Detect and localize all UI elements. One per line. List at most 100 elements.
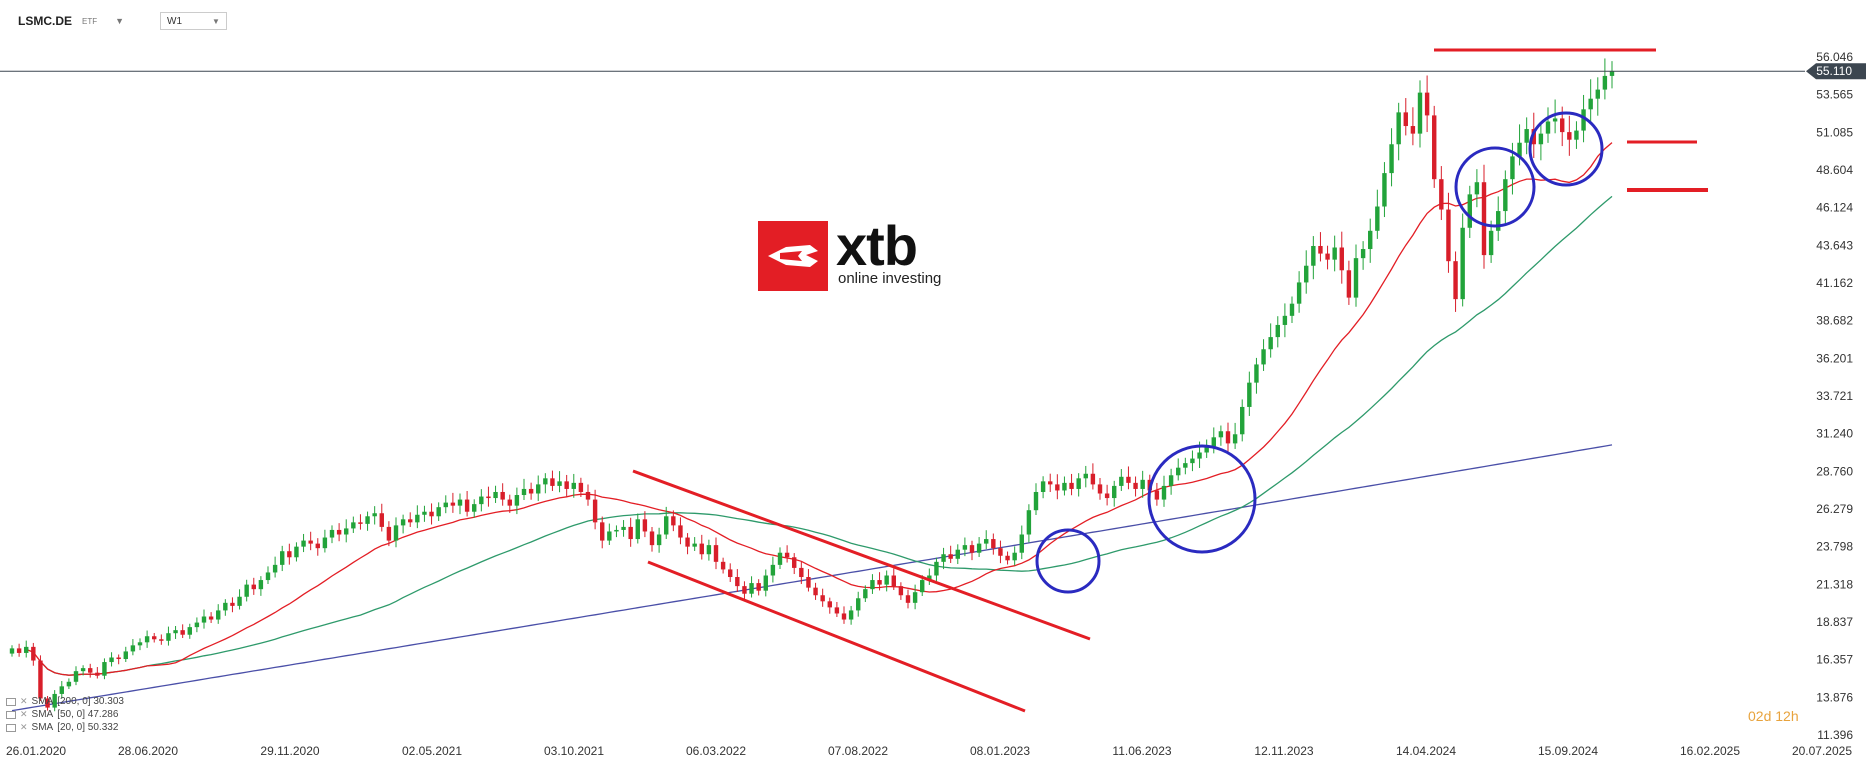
candle — [656, 527, 662, 553]
candle — [671, 510, 676, 532]
candle-body — [1339, 247, 1344, 271]
candle — [1211, 427, 1216, 454]
candle-body — [678, 525, 683, 538]
candle-body — [187, 627, 192, 635]
candle — [272, 556, 278, 578]
candle-body — [1140, 479, 1145, 489]
candle-body — [664, 516, 669, 535]
candle-body — [891, 575, 896, 587]
candle — [400, 514, 406, 534]
symbol-label[interactable]: LSMC.DE — [18, 14, 72, 28]
candle-body — [1389, 144, 1394, 174]
indicator-settings-icon[interactable] — [6, 710, 16, 719]
candle-body — [464, 499, 470, 512]
candle — [59, 681, 64, 699]
candle-body — [962, 545, 968, 550]
close-icon[interactable]: ✕ — [20, 696, 28, 706]
candle-body — [692, 543, 697, 547]
candle-body — [472, 504, 477, 512]
candle-body — [536, 484, 541, 494]
close-icon[interactable]: ✕ — [20, 722, 28, 732]
indicator-settings-icon[interactable] — [6, 723, 16, 732]
candle-body — [31, 646, 36, 661]
candle — [429, 503, 434, 525]
candle-body — [1282, 315, 1288, 325]
candle — [571, 473, 576, 498]
candle — [372, 506, 377, 525]
timeframe-select[interactable]: W1 ▼ — [160, 12, 227, 30]
candle — [1424, 75, 1430, 133]
candle-body — [1218, 431, 1224, 438]
candle-body — [1097, 484, 1103, 494]
candle — [699, 534, 704, 560]
candle-body — [521, 488, 527, 496]
y-tick-label: 38.682 — [1816, 314, 1853, 328]
candle-body — [1119, 476, 1124, 486]
candle-body — [927, 575, 932, 581]
sma200-line — [11, 444, 1613, 712]
candle — [1140, 470, 1145, 498]
candle-body — [1190, 458, 1195, 464]
candle-body — [244, 584, 249, 597]
candle-body — [628, 526, 633, 540]
legend-row-sma200[interactable]: ✕ SMA [200, 0] 30.303 — [6, 695, 124, 708]
chevron-down-icon[interactable]: ▼ — [115, 16, 125, 26]
candle-body — [1368, 230, 1373, 250]
candle — [870, 574, 875, 594]
candle-body — [969, 545, 975, 553]
candle-body — [820, 595, 825, 602]
candle-body — [827, 601, 832, 608]
candle-body — [1531, 129, 1536, 145]
candle-body — [1567, 132, 1572, 140]
candle-body — [1382, 173, 1387, 207]
candle — [1481, 164, 1487, 269]
candle — [543, 473, 548, 494]
candle-body — [1012, 552, 1017, 561]
candle-body — [336, 529, 342, 535]
candle-body — [1154, 490, 1160, 500]
candle — [692, 537, 697, 551]
candle — [1247, 371, 1252, 416]
candle-body — [728, 569, 733, 578]
candle-body — [230, 602, 235, 606]
candle-body — [308, 540, 313, 544]
y-tick-label: 48.604 — [1816, 163, 1853, 177]
candle — [984, 530, 989, 550]
legend-row-sma50[interactable]: ✕ SMA [50, 0] 47.286 — [6, 708, 124, 721]
candle — [187, 623, 192, 639]
x-tick-label: 06.03.2022 — [686, 744, 746, 758]
candle — [216, 604, 221, 624]
candle-body — [685, 537, 690, 547]
candle-body — [45, 698, 50, 708]
candle-body — [1588, 98, 1593, 110]
candle — [784, 545, 790, 563]
candle — [1296, 271, 1302, 313]
candle-body — [763, 575, 768, 591]
candle — [841, 606, 847, 624]
legend-row-sma20[interactable]: ✕ SMA [20, 0] 50.332 — [6, 721, 124, 734]
candle — [820, 588, 825, 607]
candle-body — [1574, 130, 1579, 140]
y-tick-label: 36.201 — [1816, 351, 1853, 365]
candle — [351, 516, 356, 533]
candle — [507, 494, 512, 513]
y-tick-label: 46.124 — [1816, 201, 1853, 215]
candle — [1496, 196, 1501, 241]
candle — [1453, 251, 1458, 312]
candle — [1040, 476, 1046, 499]
indicator-settings-icon[interactable] — [6, 697, 16, 706]
highlight-circle — [1147, 444, 1257, 554]
candle-body — [1168, 475, 1174, 486]
candle — [1019, 525, 1024, 560]
candle-body — [479, 496, 484, 505]
candle-body — [102, 662, 107, 676]
candle-body — [585, 491, 591, 500]
candle-body — [52, 693, 57, 708]
candle-body — [792, 557, 797, 568]
close-icon[interactable]: ✕ — [20, 709, 28, 719]
candle-body — [1453, 261, 1458, 300]
candle-body — [301, 540, 306, 547]
candle-body — [1261, 349, 1266, 365]
candle — [1595, 77, 1600, 116]
